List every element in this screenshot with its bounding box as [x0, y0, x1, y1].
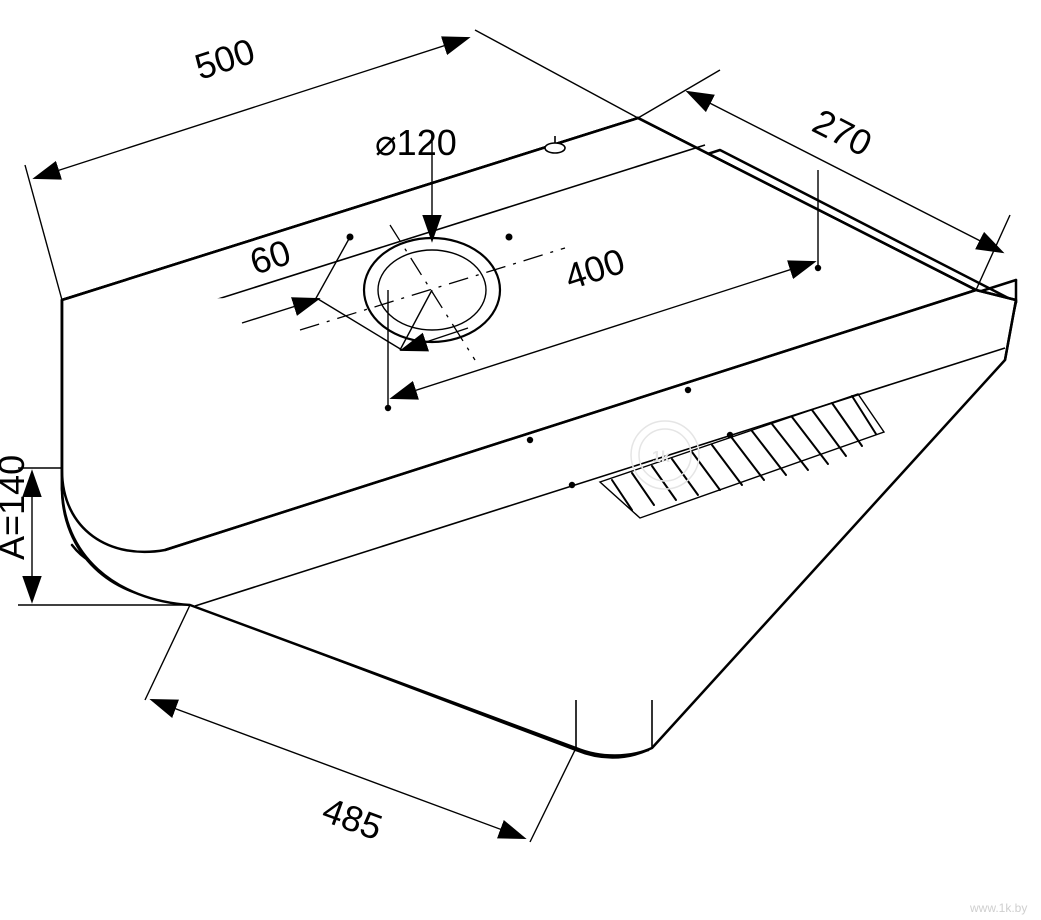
- svg-text:1k: 1k: [652, 449, 670, 466]
- dim-270-label: 270: [806, 101, 878, 165]
- dim-500-label: 500: [190, 30, 260, 88]
- watermark: www.1k.by: [969, 901, 1027, 915]
- dim-485-label: 485: [317, 789, 387, 848]
- hood-body-clean: [62, 118, 1016, 756]
- dim-120-label: ⌀120: [375, 122, 457, 163]
- technical-drawing: 500 270 ⌀120 60 400 A: [0, 0, 1041, 920]
- dim-A140-label: A=140: [0, 455, 32, 560]
- switch: [545, 136, 565, 153]
